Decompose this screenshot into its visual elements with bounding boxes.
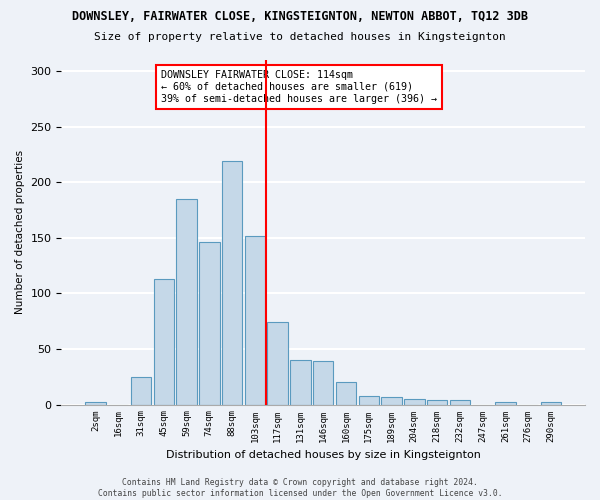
Bar: [154, 279, 174, 404]
Bar: [449, 400, 470, 404]
Bar: [427, 400, 448, 404]
Y-axis label: Number of detached properties: Number of detached properties: [15, 150, 25, 314]
Bar: [85, 402, 106, 404]
Bar: [245, 236, 265, 404]
Text: Contains HM Land Registry data © Crown copyright and database right 2024.
Contai: Contains HM Land Registry data © Crown c…: [98, 478, 502, 498]
Bar: [131, 377, 151, 404]
Bar: [541, 402, 561, 404]
Bar: [336, 382, 356, 404]
Text: DOWNSLEY, FAIRWATER CLOSE, KINGSTEIGNTON, NEWTON ABBOT, TQ12 3DB: DOWNSLEY, FAIRWATER CLOSE, KINGSTEIGNTON…: [72, 10, 528, 23]
Bar: [381, 397, 402, 404]
X-axis label: Distribution of detached houses by size in Kingsteignton: Distribution of detached houses by size …: [166, 450, 481, 460]
Text: Size of property relative to detached houses in Kingsteignton: Size of property relative to detached ho…: [94, 32, 506, 42]
Bar: [495, 402, 515, 404]
Text: DOWNSLEY FAIRWATER CLOSE: 114sqm
← 60% of detached houses are smaller (619)
39% : DOWNSLEY FAIRWATER CLOSE: 114sqm ← 60% o…: [161, 70, 437, 104]
Bar: [268, 322, 288, 404]
Bar: [359, 396, 379, 404]
Bar: [290, 360, 311, 405]
Bar: [222, 161, 242, 404]
Bar: [404, 399, 425, 404]
Bar: [176, 199, 197, 404]
Bar: [199, 242, 220, 404]
Bar: [313, 361, 334, 405]
